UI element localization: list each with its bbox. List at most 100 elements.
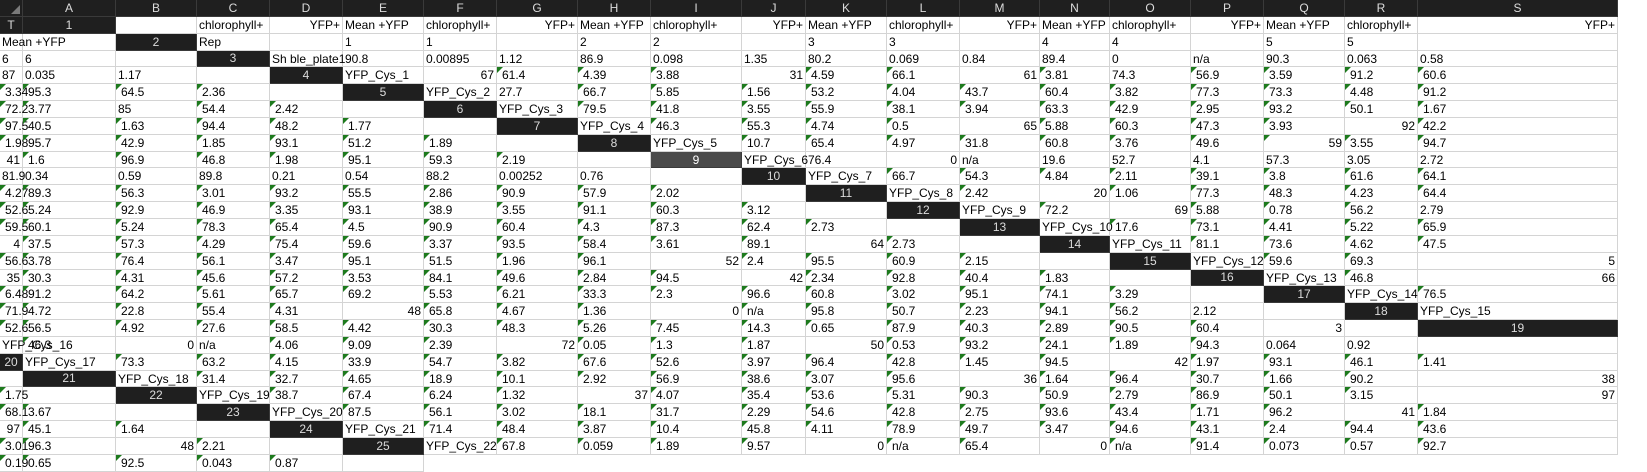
cell-c3[interactable]: 0.00895 bbox=[424, 50, 497, 68]
cell-n5[interactable]: 91.2 bbox=[1418, 84, 1618, 102]
cell-r24[interactable]: 48 bbox=[116, 437, 197, 455]
cell-a11[interactable]: YFP_Cys_8 bbox=[887, 185, 960, 203]
cell-l20[interactable]: 42.8 bbox=[887, 353, 960, 371]
row-header-1[interactable]: 1 bbox=[23, 16, 116, 34]
cell-g23[interactable]: 2.29 bbox=[742, 404, 806, 422]
cell-c11[interactable]: 20 bbox=[1040, 185, 1110, 203]
cell-f6[interactable]: 38.1 bbox=[887, 101, 960, 118]
cell-h15[interactable]: 45.6 bbox=[197, 269, 270, 287]
cell-c21[interactable]: 32.7 bbox=[270, 370, 343, 388]
row-header-3[interactable]: 3 bbox=[197, 50, 270, 68]
cell-r9[interactable]: 0.00252 bbox=[497, 168, 578, 186]
cell-q13[interactable]: 89.1 bbox=[742, 235, 806, 253]
cell-t21[interactable] bbox=[23, 387, 116, 405]
cell-s24[interactable]: 2.21 bbox=[197, 437, 270, 455]
cell-h17[interactable]: 48 bbox=[343, 303, 424, 321]
cell-t5[interactable] bbox=[343, 101, 424, 118]
cell-j18[interactable]: 5.26 bbox=[578, 320, 651, 337]
cell-b11[interactable]: 2.42 bbox=[960, 185, 1040, 203]
cell-k21[interactable]: 95.6 bbox=[887, 370, 960, 388]
cell-k25[interactable]: 91.4 bbox=[1191, 437, 1264, 455]
cell-t22[interactable] bbox=[116, 404, 197, 422]
row-header-7[interactable]: 7 bbox=[497, 117, 578, 135]
cell-c10[interactable]: 54.3 bbox=[960, 168, 1040, 186]
cell-t16[interactable] bbox=[1191, 286, 1264, 304]
cell-b18[interactable]: 52.6 bbox=[0, 320, 28, 337]
cell-g10[interactable]: 3.8 bbox=[1264, 168, 1345, 186]
row-header-20[interactable]: 20 bbox=[0, 353, 23, 371]
cell-g16[interactable]: 5.61 bbox=[197, 286, 270, 304]
column-header-o[interactable]: O bbox=[1110, 0, 1191, 17]
cell-t15[interactable] bbox=[1110, 269, 1191, 287]
cell-i23[interactable]: 42.8 bbox=[887, 404, 960, 422]
cell-o14[interactable]: 52 bbox=[651, 252, 742, 270]
cell-e24[interactable]: 10.4 bbox=[651, 421, 742, 438]
row-header-10[interactable]: 10 bbox=[742, 168, 806, 186]
cell-m4[interactable]: 3.59 bbox=[1264, 67, 1345, 85]
cell-e8[interactable]: 31.8 bbox=[960, 134, 1040, 152]
cell-h2[interactable] bbox=[742, 33, 806, 51]
cell-r12[interactable]: 62.4 bbox=[742, 218, 806, 236]
cell-q14[interactable]: 95.5 bbox=[806, 252, 887, 270]
cell-s12[interactable]: 2.73 bbox=[806, 218, 887, 236]
cell-m6[interactable]: 1.67 bbox=[1418, 101, 1618, 118]
cell-h4[interactable]: 66.1 bbox=[887, 67, 960, 85]
cell-l23[interactable]: 43.4 bbox=[1110, 404, 1191, 422]
cell-s6[interactable]: 1.77 bbox=[343, 117, 424, 135]
cell-p19[interactable]: 1.89 bbox=[1110, 336, 1191, 354]
cell-c24[interactable]: 48.4 bbox=[497, 421, 578, 438]
row-header-5[interactable]: 5 bbox=[343, 84, 424, 102]
cell-g8[interactable]: 3.76 bbox=[1110, 134, 1191, 152]
cell-g13[interactable]: 4 bbox=[0, 235, 23, 253]
cell-l14[interactable]: 51.5 bbox=[424, 252, 497, 270]
cell-h7[interactable]: 60.3 bbox=[1110, 117, 1191, 135]
cell-n3[interactable]: 90.3 bbox=[1264, 50, 1345, 68]
cell-p1[interactable]: Mean +YFP bbox=[1264, 16, 1345, 34]
row-header-18[interactable]: 18 bbox=[1345, 303, 1418, 321]
cell-m16[interactable]: 2.3 bbox=[651, 286, 742, 304]
cell-h24[interactable]: 78.9 bbox=[887, 421, 960, 438]
column-header-c[interactable]: C bbox=[197, 0, 270, 17]
cell-c23[interactable]: 56.1 bbox=[424, 404, 497, 422]
cell-b16[interactable]: 46.8 bbox=[1345, 269, 1418, 287]
cell-d6[interactable]: 3.55 bbox=[742, 101, 806, 118]
row-header-23[interactable]: 23 bbox=[197, 404, 270, 422]
cell-k3[interactable]: 89.4 bbox=[1040, 50, 1110, 68]
cell-h14[interactable]: 76.4 bbox=[116, 252, 197, 270]
cell-n22[interactable]: 86.9 bbox=[1191, 387, 1264, 405]
cell-o22[interactable]: 50.1 bbox=[1264, 387, 1345, 405]
cell-c7[interactable]: 55.3 bbox=[742, 117, 806, 135]
cell-m3[interactable]: n/a bbox=[1191, 50, 1264, 68]
cell-n19[interactable]: 93.2 bbox=[960, 336, 1040, 354]
cell-f18[interactable]: 58.5 bbox=[270, 320, 343, 337]
cell-c9[interactable]: 0 bbox=[887, 151, 960, 169]
cell-f1[interactable]: YFP+ bbox=[497, 16, 578, 34]
cell-h22[interactable]: 35.4 bbox=[742, 387, 806, 405]
cell-o1[interactable]: YFP+ bbox=[1191, 16, 1264, 34]
cell-a24[interactable]: YFP_Cys_21 bbox=[343, 421, 424, 438]
cell-c16[interactable]: 66 bbox=[1418, 269, 1618, 287]
cell-r14[interactable]: 60.9 bbox=[887, 252, 960, 270]
cell-m2[interactable]: 4 bbox=[1110, 33, 1191, 51]
cell-f20[interactable]: 54.7 bbox=[424, 353, 497, 371]
column-header-r[interactable]: R bbox=[1345, 0, 1418, 17]
cell-o4[interactable]: 60.6 bbox=[1418, 67, 1618, 85]
cell-b10[interactable]: 66.7 bbox=[887, 168, 960, 186]
cell-p14[interactable]: 2.4 bbox=[742, 252, 806, 270]
cell-r16[interactable]: 74.1 bbox=[1040, 286, 1110, 304]
cell-q1[interactable]: chlorophyll+ bbox=[1345, 16, 1418, 34]
cell-f21[interactable]: 10.1 bbox=[497, 370, 578, 388]
cell-e7[interactable]: 0.5 bbox=[887, 117, 960, 135]
cell-m1[interactable]: Mean +YFP bbox=[1040, 16, 1110, 34]
cell-h20[interactable]: 67.6 bbox=[578, 353, 651, 371]
cell-e10[interactable]: 2.11 bbox=[1110, 168, 1191, 186]
row-header-16[interactable]: 16 bbox=[1191, 269, 1264, 287]
cell-j23[interactable]: 2.75 bbox=[960, 404, 1040, 422]
column-header-s[interactable]: S bbox=[1418, 0, 1618, 17]
cell-k15[interactable]: 84.1 bbox=[424, 269, 497, 287]
column-header-e[interactable]: E bbox=[343, 0, 424, 17]
cell-b24[interactable]: 71.4 bbox=[424, 421, 497, 438]
cell-d13[interactable]: 4.41 bbox=[1264, 218, 1345, 236]
cell-t14[interactable] bbox=[1040, 252, 1110, 270]
cell-n1[interactable]: chlorophyll+ bbox=[1110, 16, 1191, 34]
